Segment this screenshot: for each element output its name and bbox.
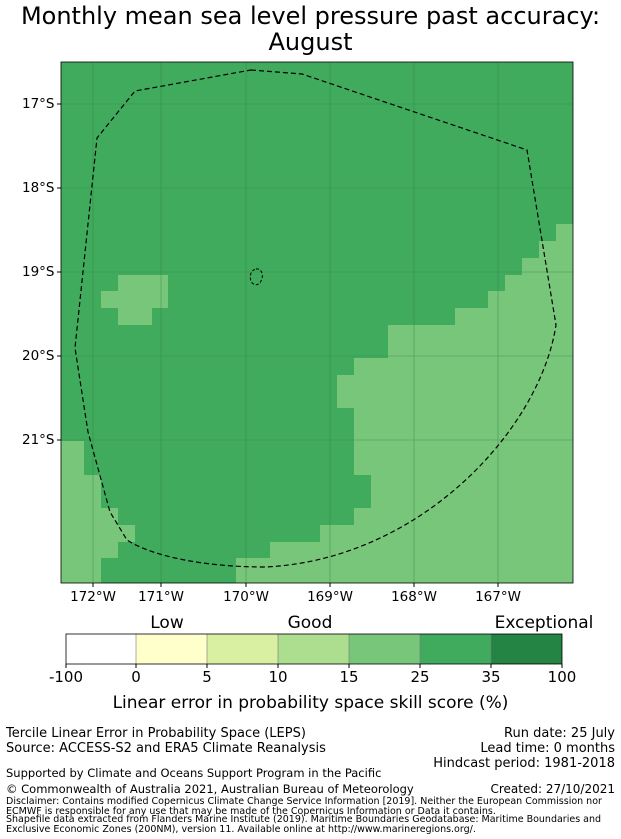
hindcast-text: Hindcast period: 1981-2018 bbox=[433, 756, 615, 771]
method-text: Tercile Linear Error in Probability Spac… bbox=[6, 726, 306, 741]
eez-boundary bbox=[74, 69, 557, 568]
support-text: Supported by Climate and Oceans Support … bbox=[6, 766, 382, 780]
colorbar-tick-label: 100 bbox=[547, 668, 577, 686]
colorbar bbox=[65, 633, 563, 668]
map-title-line1: Monthly mean sea level pressure past acc… bbox=[20, 2, 601, 30]
source-text: Source: ACCESS-S2 and ERA5 Climate Reana… bbox=[6, 741, 326, 756]
lon-label: 169°W bbox=[307, 589, 353, 605]
colorbar-tick-label: 5 bbox=[202, 668, 212, 686]
colorbar-tick-label: -100 bbox=[48, 668, 84, 686]
colorbar-segment bbox=[349, 634, 420, 664]
lat-label: 19°S bbox=[22, 264, 55, 280]
map-frame bbox=[60, 61, 574, 584]
lat-label: 20°S bbox=[22, 348, 55, 364]
category-good: Good bbox=[287, 613, 333, 633]
lon-label: 170°W bbox=[223, 589, 269, 605]
graticule bbox=[61, 62, 573, 583]
run-date-text: Run date: 25 July bbox=[504, 726, 615, 741]
copyright-text: © Commonwealth of Australia 2021, Austra… bbox=[6, 782, 414, 796]
disclaimer-line1: Disclaimer: Contains modified Copernicus… bbox=[6, 796, 602, 807]
created-text: Created: 27/10/2021 bbox=[490, 782, 615, 796]
lat-label: 21°S bbox=[22, 432, 55, 448]
colorbar-segment bbox=[136, 634, 207, 664]
shapefile-line2: Exclusive Economic Zones (200NM), versio… bbox=[6, 824, 476, 835]
colorbar-tick-label: 15 bbox=[339, 668, 359, 686]
lead-time-text: Lead time: 0 months bbox=[480, 741, 615, 756]
colorbar-segment bbox=[66, 634, 136, 664]
lon-label: 171°W bbox=[138, 589, 184, 605]
island-outline bbox=[249, 268, 263, 286]
colorbar-label: Linear error in probability space skill … bbox=[112, 693, 509, 713]
lat-label: 18°S bbox=[22, 180, 55, 196]
map-title-line2: August bbox=[268, 28, 353, 56]
colorbar-tick-label: 0 bbox=[131, 668, 141, 686]
colorbar-segment bbox=[420, 634, 491, 664]
lon-label: 168°W bbox=[391, 589, 437, 605]
lon-label: 167°W bbox=[475, 589, 521, 605]
colorbar-segment bbox=[278, 634, 349, 664]
colorbar-segment bbox=[207, 634, 278, 664]
axis-ticks bbox=[57, 103, 499, 587]
category-exceptional: Exceptional bbox=[494, 613, 594, 633]
lon-label: 172°W bbox=[70, 589, 116, 605]
lat-label: 17°S bbox=[22, 96, 55, 112]
skill-region-moderate bbox=[61, 224, 573, 583]
colorbar-tick-label: 10 bbox=[268, 668, 288, 686]
category-low: Low bbox=[150, 613, 184, 633]
colorbar-tick-label: 35 bbox=[481, 668, 501, 686]
colorbar-tick-label: 25 bbox=[410, 668, 430, 686]
disclaimer-line2: ECMWF is responsible for any use that ma… bbox=[6, 806, 496, 817]
colorbar-segment bbox=[491, 634, 562, 664]
shapefile-line1: Shapefile data extracted from Flanders M… bbox=[6, 814, 602, 825]
